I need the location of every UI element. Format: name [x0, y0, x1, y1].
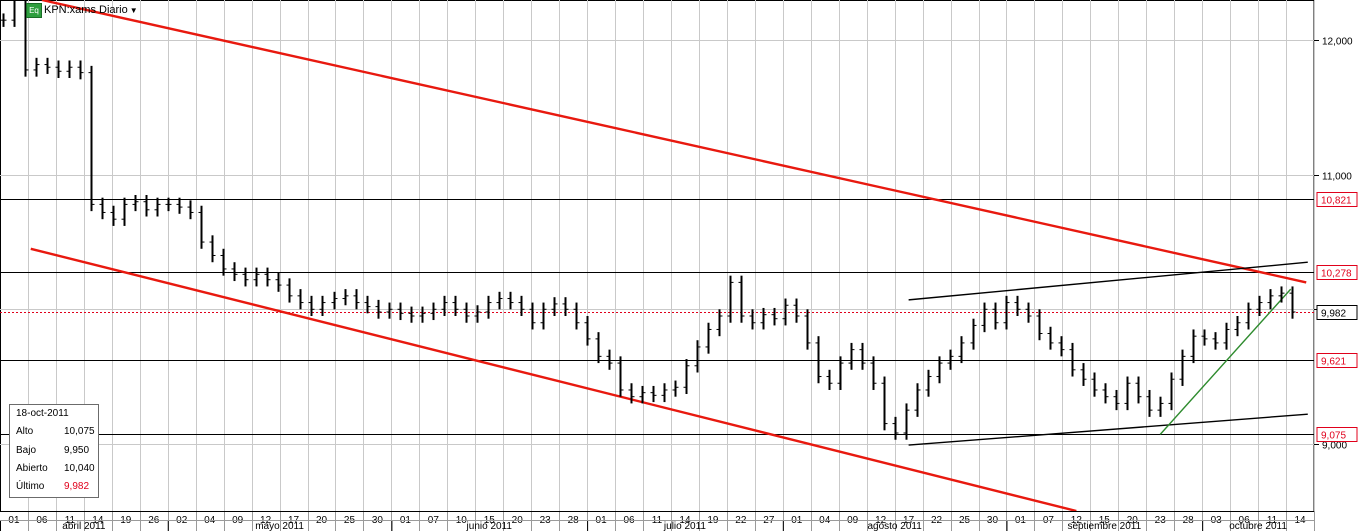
ohlc-bars [0, 0, 1296, 440]
level-tag-label: 9,982 [1321, 309, 1346, 320]
trend-line [30, 247, 1077, 513]
y-tick-label: 9,000 [1322, 441, 1347, 452]
x-axis: 01 06 11 14 19 26 02 04 09 12 17 20 25 30 01 07 10 15 20 23… [0, 511, 1315, 531]
info-box: 18-oct-2011 Alto 10,075 Bajo 9,950 Abierto… [9, 404, 99, 498]
info-row-last: Último 9,982 [16, 481, 90, 492]
y-axis: 12,00011,00010,0009,00010,82110,2789,982… [1314, 37, 1358, 452]
trend-line [908, 261, 1308, 301]
x-month-label: junio 2011 [466, 521, 513, 531]
info-row-high: Alto 10,075 [16, 426, 95, 437]
level-tag-label: 10,278 [1321, 269, 1352, 280]
y-tick-label: 11,000 [1322, 172, 1352, 183]
info-row-open: Abierto 10,040 [16, 463, 95, 474]
trend-line [908, 413, 1308, 446]
level-tag-label: 9,621 [1321, 357, 1346, 368]
chevron-down-icon[interactable]: ▼ [129, 5, 138, 15]
x-month-label: octubre 2011 [1229, 521, 1287, 531]
level-tag-box [1316, 265, 1358, 280]
x-month-label: agosto 2011 [867, 521, 922, 531]
x-month-label: mayo 2011 [255, 521, 304, 531]
level-tag-box [1316, 305, 1358, 320]
chart-title[interactable]: Eq KPN:xams Diario ▼ [26, 2, 138, 18]
chart-grid [0, 0, 1315, 512]
info-row-low: Bajo 9,950 [16, 445, 90, 456]
x-month-label: julio 2011 [663, 521, 707, 531]
y-tick-label: 12,000 [1322, 37, 1353, 48]
trend-line [41, 0, 1307, 284]
level-tag-box [1316, 353, 1358, 368]
level-tag-box [1316, 192, 1358, 207]
level-tag-box [1316, 427, 1358, 442]
trend-lines [30, 0, 1308, 513]
info-date: 18-oct-2011 [16, 408, 69, 419]
x-month-label: abril 2011 [62, 521, 106, 531]
level-tag-label: 10,821 [1321, 196, 1352, 207]
level-tag-label: 9,075 [1321, 431, 1346, 442]
symbol-label: KPN:xams Diario [44, 4, 128, 16]
horizontal-levels [0, 199, 1314, 435]
x-month-label: septiembre 2011 [1067, 521, 1141, 531]
trend-line [1159, 288, 1292, 435]
equity-badge: Eq [26, 2, 42, 18]
